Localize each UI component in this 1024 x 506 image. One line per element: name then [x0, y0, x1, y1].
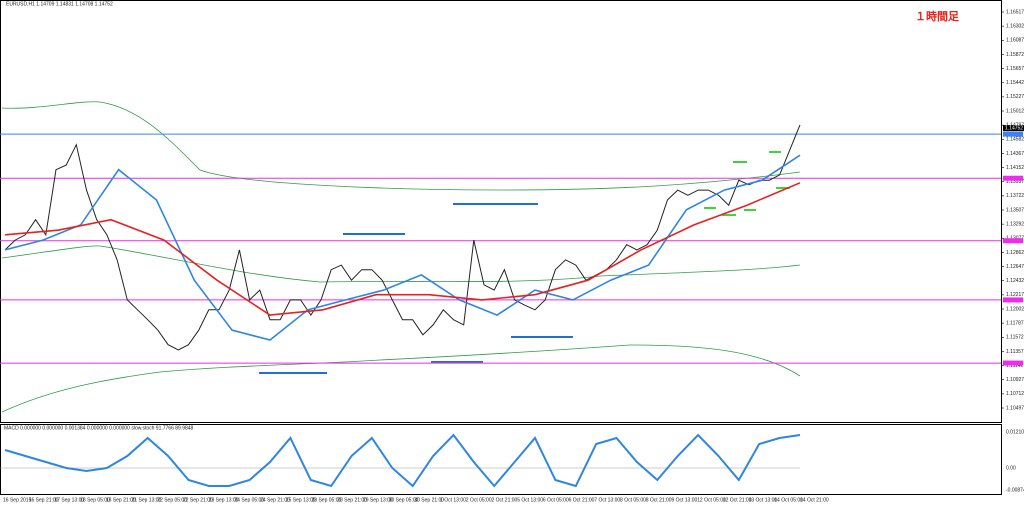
- price-tick-label: 1.10712: [1006, 391, 1024, 397]
- price-tick-label: 1.13937: [1006, 179, 1024, 185]
- time-tick-label: 30 Sep 05:00: [389, 497, 419, 503]
- price-tick-label: 1.10497: [1006, 405, 1024, 411]
- price-tick-label: 1.13292: [1006, 221, 1024, 227]
- level-tag: [1003, 131, 1023, 137]
- envelope-middle: [1, 245, 801, 283]
- time-tick-label: 16 Sep 21:00: [29, 497, 59, 503]
- main-frame: [0, 0, 1002, 423]
- price-tick-label: 1.15657: [1006, 66, 1024, 72]
- time-tick-label: 12 Oct 21:00: [723, 497, 752, 503]
- price-tick-label: 1.12432: [1006, 278, 1024, 284]
- time-tick-label: 23 Sep 13:00: [209, 497, 239, 503]
- price-tick-label: 1.12217: [1006, 292, 1024, 298]
- level-tag: [1003, 175, 1023, 181]
- price-tick-label: 1.16302: [1006, 23, 1024, 29]
- time-tick-label: 30 Sep 21:00: [414, 497, 444, 503]
- time-tick-label: 12 Oct 05:00: [697, 497, 726, 503]
- stoch-line: [4, 433, 801, 488]
- time-tick-label: 6 Oct 21:00: [569, 497, 595, 503]
- price-tick-label: 1.16517: [1006, 9, 1024, 15]
- time-tick-label: 13 Oct 13:00: [749, 497, 778, 503]
- price-tick-label: 1.11357: [1006, 349, 1024, 355]
- chart-header: EURUSD,H1 1.14709 1.14831 1.14708 1.1475…: [6, 1, 113, 7]
- time-tick-label: 28 Sep 21:00: [337, 497, 367, 503]
- time-tick-label: 14 Oct 05:00: [774, 497, 803, 503]
- time-tick-label: 9 Oct 13:00: [671, 497, 697, 503]
- price-tick-label: 1.16087: [1006, 38, 1024, 44]
- price-tag: [1003, 125, 1024, 132]
- price-tick-label: 1.15872: [1006, 52, 1024, 58]
- price-tick-label: 1.15012: [1006, 108, 1024, 114]
- marker-group: [704, 151, 790, 216]
- envelope-upper: [1, 101, 801, 191]
- time-tick-label: 24 Sep 21:00: [260, 497, 290, 503]
- time-tick-label: 25 Sep 13:00: [286, 497, 316, 503]
- price-tick-label: 1.15442: [1006, 80, 1024, 86]
- time-tick-label: 17 Sep 13:00: [54, 497, 84, 503]
- time-tick-label: 2 Oct 21:00: [491, 497, 517, 503]
- time-tick-label: 24 Sep 05:00: [234, 497, 264, 503]
- time-tick-label: 29 Sep 13:00: [363, 497, 393, 503]
- annotation: １時間足: [915, 9, 960, 23]
- price-tick-label: 1.13507: [1006, 207, 1024, 213]
- current-price-label: 1.14752: [1005, 125, 1023, 131]
- indicator-tick-label: 0.00: [1006, 465, 1016, 471]
- indicator-frame: [0, 424, 1002, 495]
- time-tick-label: 28 Sep 05:00: [312, 497, 342, 503]
- price-tick-label: 1.10927: [1006, 377, 1024, 383]
- time-tick-label: 18 Sep 21:00: [106, 497, 136, 503]
- price-tick-label: 1.15227: [1006, 94, 1024, 100]
- level-tag: [1003, 360, 1023, 366]
- time-tick-label: 16 Sep 2015: [3, 497, 32, 503]
- level-tag: [1003, 238, 1023, 244]
- ma-slow: [4, 182, 801, 316]
- level-tag: [1003, 297, 1023, 303]
- time-tick-label: 8 Oct 05:00: [620, 497, 646, 503]
- time-tick-label: 21 Sep 13:00: [132, 497, 162, 503]
- time-tick-label: 7 Oct 13:00: [594, 497, 620, 503]
- price-tick-label: 1.14152: [1006, 165, 1024, 171]
- time-tick-label: 5 Oct 13:00: [517, 497, 543, 503]
- time-tick-label: 8 Oct 21:00: [646, 497, 672, 503]
- indicator-header: MACD 0.000000 0.000000 0.001384 0.000000…: [4, 425, 194, 431]
- price-tick-label: 1.12002: [1006, 306, 1024, 312]
- price-line: [4, 124, 801, 351]
- price-tick-label: 1.12862: [1006, 250, 1024, 256]
- price-tick-label: 1.12647: [1006, 264, 1024, 270]
- time-tick-label: 22 Sep 05:00: [157, 497, 187, 503]
- price-tick-label: 1.11142: [1006, 363, 1024, 369]
- time-tick-label: 2 Oct 05:00: [466, 497, 492, 503]
- time-tick-label: 22 Sep 21:00: [183, 497, 213, 503]
- time-tick-label: 1 Oct 13:00: [440, 497, 466, 503]
- price-tick-label: 1.14367: [1006, 151, 1024, 157]
- price-tick-label: 1.13722: [1006, 193, 1024, 199]
- time-tick-label: 18 Sep 05:00: [80, 497, 110, 503]
- envelope-lower: [1, 344, 801, 413]
- price-tick-label: 1.11572: [1006, 335, 1024, 341]
- time-tick-label: 14 Oct 21:00: [800, 497, 829, 503]
- price-tick-label: 1.14582: [1006, 137, 1024, 143]
- indicator-tick-label: 0.012109: [1006, 429, 1024, 435]
- time-tick-label: 6 Oct 05:00: [543, 497, 569, 503]
- indicator-tick-label: -0.008744: [1006, 487, 1024, 493]
- price-tick-label: 1.11787: [1006, 320, 1024, 326]
